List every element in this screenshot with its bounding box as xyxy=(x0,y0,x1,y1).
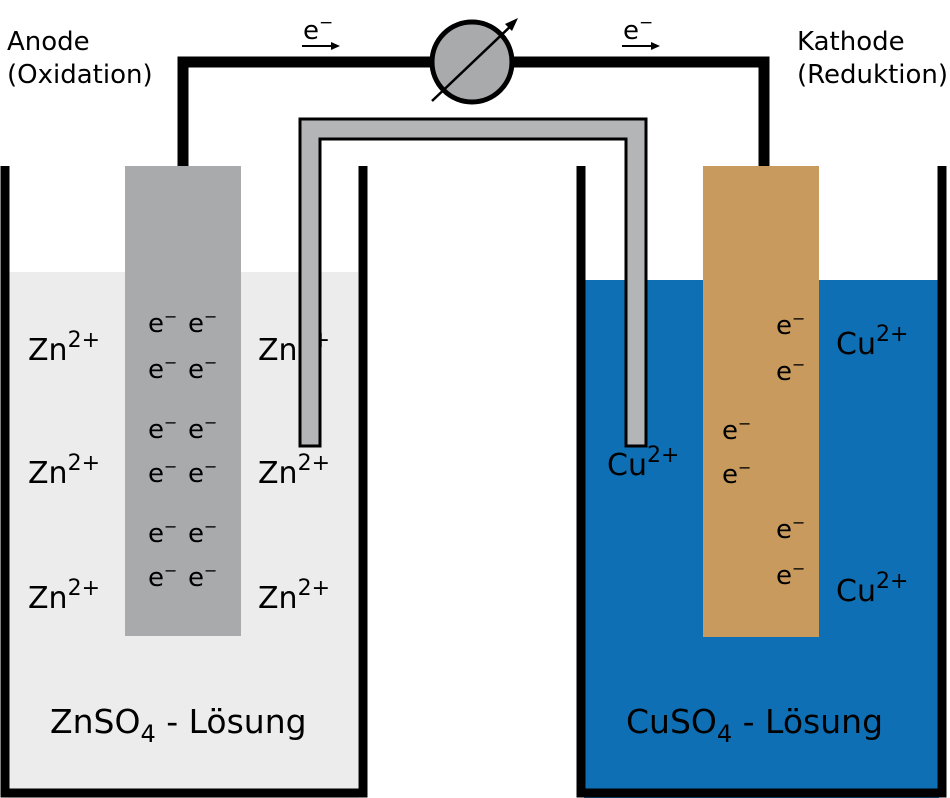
electron: e− xyxy=(776,309,805,341)
electron: e− xyxy=(188,517,217,549)
electron: e− xyxy=(188,457,217,489)
zn-ion: Zn2+ xyxy=(28,328,100,368)
electron-flow-arrow-icon xyxy=(302,42,340,50)
electron: e− xyxy=(722,458,751,490)
electron-flow-arrow-icon xyxy=(622,42,660,50)
salt-bridge-arm-overlay xyxy=(298,298,322,448)
electron: e− xyxy=(776,559,805,591)
zn-ions-right: Zn2+ Zn2+ xyxy=(258,451,330,616)
electron: e− xyxy=(148,517,177,549)
cathode-sublabel: (Reduktion) xyxy=(797,60,948,90)
zn-ion: Zn2+ xyxy=(28,451,100,491)
electron: e− xyxy=(776,513,805,545)
zn-ion: Zn2+ xyxy=(258,451,330,491)
electron-flow-symbol: e xyxy=(623,16,639,46)
electron: e− xyxy=(148,307,177,339)
electron-flow-right: e− xyxy=(622,13,660,50)
electron: e− xyxy=(148,457,177,489)
anode-sublabel: (Oxidation) xyxy=(7,60,153,90)
electron-flow-left: e− xyxy=(302,13,340,50)
zn-ion: Zn2+ xyxy=(258,576,330,616)
cathode-label: Kathode xyxy=(797,27,905,57)
electron: e− xyxy=(722,414,751,446)
electron: e− xyxy=(188,413,217,445)
svg-text:e−: e− xyxy=(623,13,653,46)
electron: e− xyxy=(148,413,177,445)
cu-electrode xyxy=(703,166,819,637)
electron-flow-charge: − xyxy=(639,13,653,33)
cu-solution-label: CuSO4 - Lösung xyxy=(626,702,883,748)
zn-ion: Zn2+ xyxy=(28,576,100,616)
zn-solution-label: ZnSO4 - Lösung xyxy=(50,702,307,748)
electron: e− xyxy=(188,307,217,339)
electron: e− xyxy=(776,355,805,387)
anode-label: Anode xyxy=(7,27,90,57)
cu-ion: Cu2+ xyxy=(836,569,908,609)
zn-electrode xyxy=(125,166,241,636)
electron: e− xyxy=(148,353,177,385)
svg-text:e−: e− xyxy=(303,13,333,46)
cu-beaker xyxy=(576,166,947,798)
cu-electrode-electrons: e− e− e− e− e− e− xyxy=(722,309,805,591)
electron: e− xyxy=(188,353,217,385)
electron: e− xyxy=(148,561,177,593)
cu-ion: Cu2+ xyxy=(836,322,908,362)
cu-ion: Cu2+ xyxy=(607,443,679,483)
zn-beaker xyxy=(0,166,368,798)
electron-flow-charge: − xyxy=(319,13,333,33)
electron: e− xyxy=(188,561,217,593)
salt-bridge-arm-overlay-top xyxy=(301,290,319,310)
voltmeter-icon xyxy=(429,18,518,105)
electron-flow-symbol: e xyxy=(303,16,319,46)
zn-ions-left: Zn2+ Zn2+ Zn2+ xyxy=(28,328,100,616)
cu-ions: Cu2+ Cu2+ Cu2+ xyxy=(607,322,908,609)
zn-electrode-electrons: e− e− e− e− e− e− e− e− e− e− e− e− xyxy=(148,307,217,593)
